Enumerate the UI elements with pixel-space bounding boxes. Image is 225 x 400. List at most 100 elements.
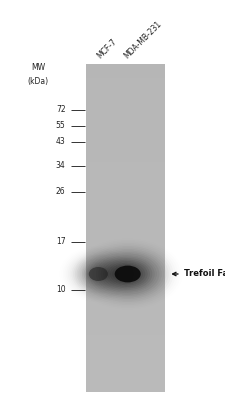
Bar bbox=[86, 269, 164, 272]
Bar bbox=[86, 143, 164, 146]
Bar bbox=[86, 283, 164, 286]
Bar bbox=[86, 236, 164, 239]
Bar bbox=[86, 212, 164, 214]
Bar bbox=[86, 222, 164, 225]
Bar bbox=[86, 296, 164, 299]
Bar bbox=[86, 83, 164, 86]
Bar bbox=[86, 119, 164, 122]
Bar bbox=[86, 356, 164, 359]
Bar bbox=[86, 277, 164, 280]
Bar bbox=[86, 140, 164, 143]
Bar bbox=[86, 162, 164, 165]
Bar bbox=[86, 94, 164, 97]
Bar bbox=[86, 373, 164, 376]
Bar bbox=[86, 242, 164, 244]
Bar bbox=[86, 274, 164, 277]
Bar bbox=[86, 67, 164, 70]
Text: Trefoil Factor 3: Trefoil Factor 3 bbox=[183, 270, 225, 278]
Bar bbox=[86, 154, 164, 157]
Bar bbox=[86, 234, 164, 236]
Bar bbox=[86, 307, 164, 310]
Bar bbox=[86, 135, 164, 138]
Ellipse shape bbox=[105, 260, 149, 288]
Bar bbox=[86, 190, 164, 192]
Bar bbox=[86, 127, 164, 130]
Bar bbox=[86, 182, 164, 184]
Bar bbox=[86, 354, 164, 356]
Ellipse shape bbox=[107, 261, 147, 287]
Text: 17: 17 bbox=[56, 238, 65, 246]
Bar bbox=[86, 231, 164, 234]
Text: MCF-7: MCF-7 bbox=[95, 37, 118, 60]
Bar bbox=[86, 244, 164, 247]
Bar bbox=[86, 348, 164, 351]
Bar bbox=[86, 201, 164, 204]
Text: 72: 72 bbox=[56, 106, 65, 114]
Bar bbox=[86, 138, 164, 140]
Bar bbox=[86, 384, 164, 386]
Bar bbox=[86, 294, 164, 296]
Bar bbox=[86, 170, 164, 173]
Bar bbox=[86, 146, 164, 149]
Bar bbox=[86, 351, 164, 354]
Bar bbox=[86, 389, 164, 392]
Bar bbox=[86, 100, 164, 102]
Bar bbox=[86, 165, 164, 168]
Bar bbox=[86, 124, 164, 127]
Text: 26: 26 bbox=[56, 188, 65, 196]
Bar bbox=[86, 302, 164, 304]
Ellipse shape bbox=[114, 266, 140, 282]
Bar bbox=[86, 253, 164, 255]
Ellipse shape bbox=[100, 256, 154, 292]
Bar bbox=[86, 304, 164, 307]
Bar bbox=[86, 157, 164, 160]
Ellipse shape bbox=[88, 267, 108, 281]
Bar bbox=[86, 239, 164, 242]
Ellipse shape bbox=[114, 266, 140, 282]
Bar bbox=[86, 386, 164, 389]
Text: (kDa): (kDa) bbox=[28, 77, 49, 86]
Bar bbox=[86, 206, 164, 209]
Bar bbox=[86, 225, 164, 228]
Bar bbox=[86, 217, 164, 220]
Bar bbox=[86, 176, 164, 179]
Bar bbox=[86, 184, 164, 187]
Bar bbox=[86, 97, 164, 100]
Bar bbox=[86, 187, 164, 190]
Bar bbox=[86, 247, 164, 250]
Bar bbox=[86, 152, 164, 154]
Bar bbox=[86, 313, 164, 316]
Bar bbox=[86, 105, 164, 108]
Bar bbox=[86, 195, 164, 198]
Bar bbox=[86, 75, 164, 78]
Bar bbox=[86, 130, 164, 132]
Bar bbox=[86, 255, 164, 258]
Ellipse shape bbox=[110, 262, 145, 286]
Bar bbox=[86, 337, 164, 340]
Bar bbox=[86, 214, 164, 217]
Text: 43: 43 bbox=[56, 138, 65, 146]
Bar bbox=[86, 149, 164, 152]
Ellipse shape bbox=[96, 254, 159, 294]
Text: MDA-MB-231: MDA-MB-231 bbox=[122, 19, 163, 60]
Bar bbox=[86, 321, 164, 324]
Bar bbox=[86, 378, 164, 381]
Bar bbox=[86, 250, 164, 253]
Bar bbox=[86, 266, 164, 269]
Text: 10: 10 bbox=[56, 286, 65, 294]
Bar bbox=[86, 343, 164, 346]
Bar bbox=[86, 86, 164, 89]
Bar bbox=[86, 72, 164, 75]
Bar bbox=[86, 113, 164, 116]
Bar bbox=[86, 108, 164, 110]
Bar bbox=[86, 329, 164, 332]
Bar bbox=[86, 288, 164, 291]
Bar bbox=[86, 80, 164, 83]
Bar bbox=[86, 179, 164, 182]
Bar bbox=[86, 89, 164, 91]
Text: 55: 55 bbox=[56, 122, 65, 130]
Bar bbox=[86, 285, 164, 288]
Bar bbox=[86, 299, 164, 302]
Bar bbox=[86, 376, 164, 378]
Bar bbox=[86, 359, 164, 362]
